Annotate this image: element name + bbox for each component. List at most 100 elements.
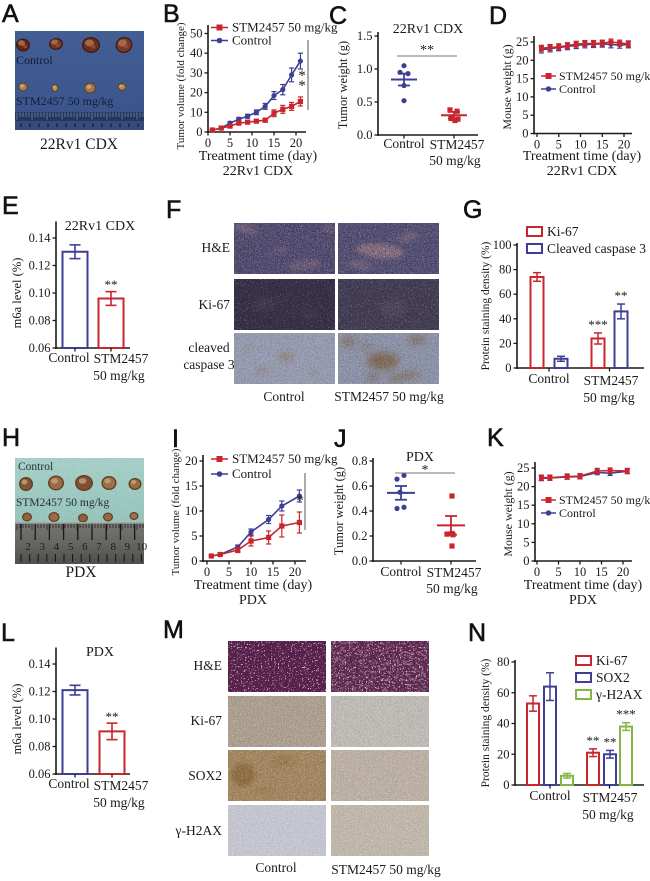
svg-text:Mouse weight (g): Mouse weight (g) — [501, 471, 515, 556]
svg-text:PDX: PDX — [86, 645, 114, 660]
svg-text:22Rv1 CDX: 22Rv1 CDX — [40, 136, 118, 153]
svg-text:Tumor volume (fold change): Tumor volume (fold change) — [175, 22, 187, 149]
svg-text:20: 20 — [517, 480, 530, 494]
svg-text:0.8: 0.8 — [352, 454, 368, 468]
svg-text:5: 5 — [522, 108, 528, 122]
svg-text:**: ** — [615, 288, 628, 303]
svg-text:50: 50 — [190, 27, 203, 41]
svg-text:0.4: 0.4 — [352, 504, 368, 518]
svg-text:20: 20 — [497, 747, 510, 761]
svg-text:STM2457 50 mg/kg: STM2457 50 mg/kg — [232, 20, 338, 35]
svg-text:10: 10 — [574, 138, 587, 152]
svg-text:50 mg/kg: 50 mg/kg — [93, 795, 145, 810]
svg-text:1.5: 1.5 — [357, 29, 373, 43]
svg-text:Control: Control — [529, 788, 571, 803]
svg-text:STM2457: STM2457 — [584, 373, 639, 388]
svg-text:5: 5 — [556, 138, 562, 152]
svg-text:40: 40 — [499, 312, 512, 326]
svg-text:10: 10 — [517, 517, 530, 531]
svg-text:Control: Control — [263, 389, 305, 404]
svg-text:J: J — [334, 425, 347, 453]
svg-text:**: ** — [587, 733, 600, 748]
svg-text:N: N — [468, 619, 486, 647]
svg-text:*: * — [296, 493, 304, 509]
svg-text:H: H — [2, 424, 20, 452]
svg-text:0.08: 0.08 — [29, 314, 51, 328]
svg-text:Ki-67: Ki-67 — [191, 713, 223, 728]
svg-text:22Rv1 CDX: 22Rv1 CDX — [223, 164, 293, 179]
svg-text:Treatment time (day): Treatment time (day) — [199, 149, 318, 164]
svg-text:0: 0 — [534, 565, 540, 579]
svg-text:PDX: PDX — [239, 593, 267, 608]
svg-text:Ki-67: Ki-67 — [596, 653, 628, 668]
svg-text:10: 10 — [246, 136, 259, 150]
svg-text:**: ** — [106, 709, 119, 724]
svg-text:0: 0 — [191, 554, 197, 568]
svg-text:***: *** — [616, 707, 636, 722]
svg-text:15: 15 — [185, 479, 198, 493]
svg-text:0: 0 — [204, 565, 210, 579]
svg-text:Control: Control — [232, 466, 272, 481]
svg-text:D: D — [489, 2, 507, 30]
svg-text:25: 25 — [516, 35, 529, 49]
svg-text:80: 80 — [497, 655, 510, 669]
svg-text:**: ** — [105, 277, 118, 292]
svg-text:1.0: 1.0 — [357, 62, 373, 76]
svg-text:*: * — [298, 68, 306, 84]
svg-text:I: I — [172, 425, 179, 453]
svg-text:Mouse weight (g): Mouse weight (g) — [500, 44, 514, 129]
svg-text:SOX2: SOX2 — [596, 670, 630, 685]
svg-text:Ki-67: Ki-67 — [199, 297, 231, 312]
svg-text:5: 5 — [227, 136, 233, 150]
svg-text:*: * — [298, 78, 306, 94]
svg-text:60: 60 — [499, 287, 512, 301]
svg-text:STM2457 50 mg/kg: STM2457 50 mg/kg — [334, 389, 444, 404]
svg-text:Treatment time (day): Treatment time (day) — [524, 578, 643, 593]
svg-text:Protein staining density (%): Protein staining density (%) — [480, 241, 492, 370]
svg-text:0: 0 — [522, 127, 528, 141]
svg-text:Control: Control — [383, 136, 425, 151]
svg-text:Treatment time (day): Treatment time (day) — [523, 149, 642, 164]
svg-text:22Rv1 CDX: 22Rv1 CDX — [547, 164, 617, 179]
svg-text:STM2457 50 mg/kg: STM2457 50 mg/kg — [232, 451, 338, 466]
svg-text:0.0: 0.0 — [352, 554, 368, 568]
svg-text:G: G — [463, 196, 482, 224]
svg-text:80: 80 — [499, 263, 512, 277]
svg-text:0.06: 0.06 — [29, 341, 51, 355]
svg-text:0.0: 0.0 — [357, 128, 373, 142]
svg-text:15: 15 — [595, 565, 608, 579]
svg-text:10: 10 — [516, 90, 529, 104]
svg-text:**: ** — [420, 43, 434, 58]
svg-text:Control: Control — [255, 860, 297, 875]
svg-text:0.14: 0.14 — [29, 657, 52, 671]
svg-text:20: 20 — [618, 138, 631, 152]
svg-text:E: E — [2, 192, 19, 220]
svg-text:40: 40 — [497, 717, 510, 731]
svg-text:0: 0 — [503, 778, 509, 792]
svg-text:0.14: 0.14 — [29, 231, 52, 245]
svg-text:Control: Control — [232, 33, 272, 48]
svg-text:50 mg/kg: 50 mg/kg — [583, 390, 635, 405]
svg-text:Tumor weight (g): Tumor weight (g) — [332, 467, 346, 555]
svg-text:STM2457 50 mg/kg: STM2457 50 mg/kg — [559, 69, 650, 83]
svg-text:5: 5 — [226, 565, 232, 579]
svg-text:0: 0 — [205, 136, 211, 150]
svg-text:0.10: 0.10 — [29, 286, 51, 300]
svg-text:A: A — [2, 0, 19, 28]
svg-text:**: ** — [604, 734, 617, 749]
svg-text:Control: Control — [48, 350, 90, 365]
svg-text:H&E: H&E — [202, 240, 231, 255]
svg-text:50 mg/kg: 50 mg/kg — [426, 581, 478, 596]
svg-text:30: 30 — [190, 66, 203, 80]
svg-text:C: C — [329, 2, 347, 30]
svg-text:50 mg/kg: 50 mg/kg — [582, 807, 634, 822]
svg-text:STM2457 50 mg/kg: STM2457 50 mg/kg — [331, 862, 441, 877]
svg-text:0.5: 0.5 — [357, 95, 373, 109]
svg-text:0: 0 — [523, 554, 529, 568]
svg-text:B: B — [163, 0, 180, 28]
svg-text:50 mg/kg: 50 mg/kg — [93, 368, 145, 383]
svg-text:5: 5 — [555, 565, 561, 579]
svg-text:0: 0 — [534, 138, 540, 152]
svg-text:F: F — [166, 196, 181, 224]
svg-text:20: 20 — [617, 565, 630, 579]
